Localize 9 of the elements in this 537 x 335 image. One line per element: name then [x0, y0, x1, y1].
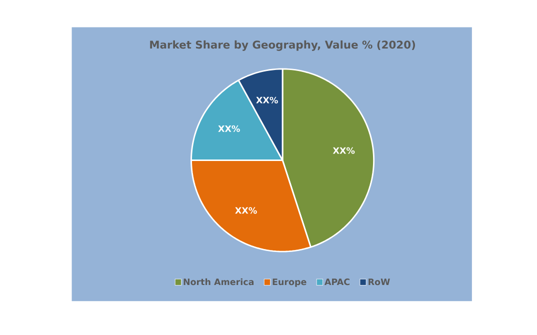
legend-label: APAC	[324, 278, 350, 286]
data-label: XX%	[218, 125, 240, 132]
legend-label: RoW	[368, 278, 390, 286]
chart-title: Market Share by Geography, Value % (2020)	[150, 40, 416, 51]
data-label: XX%	[235, 207, 257, 214]
data-label: XX%	[332, 147, 355, 154]
legend-label: Europe	[272, 278, 306, 287]
legend-label: North America	[184, 278, 254, 286]
data-label: XX%	[256, 96, 278, 104]
